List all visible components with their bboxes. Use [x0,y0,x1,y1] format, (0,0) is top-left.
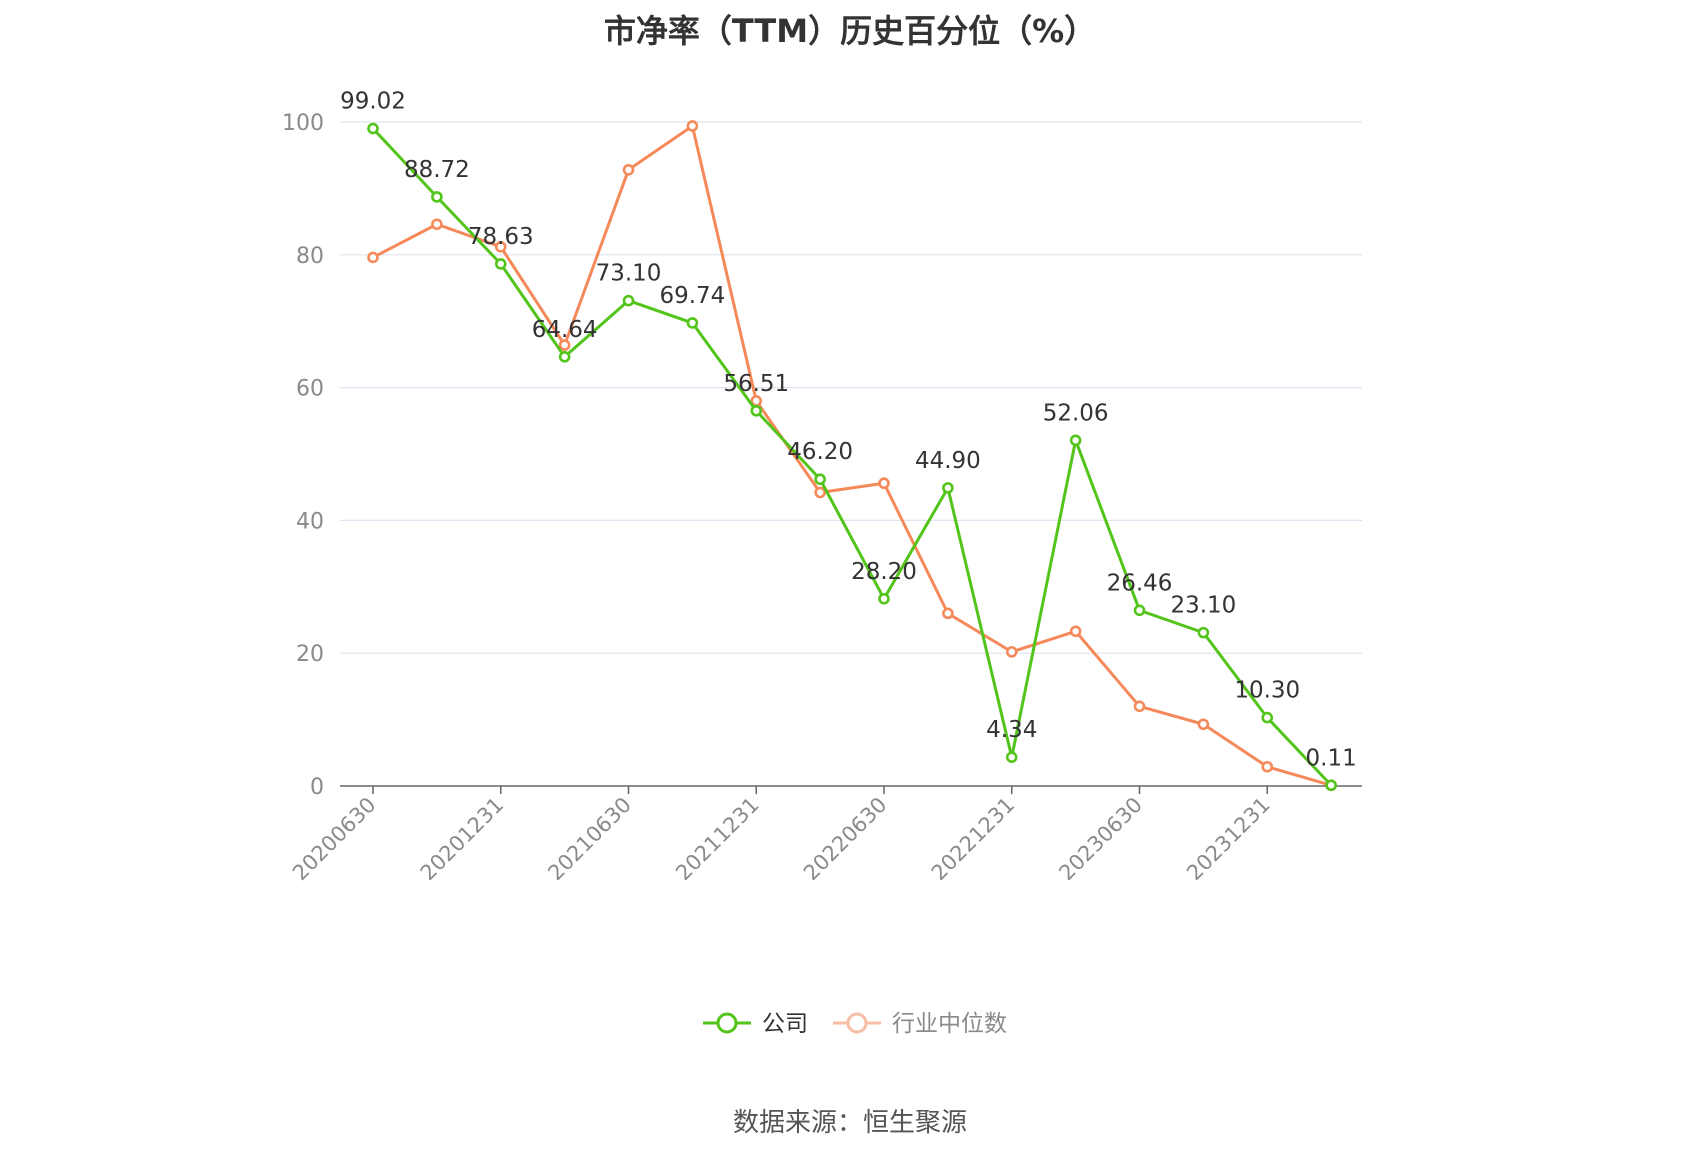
company-point [942,482,954,494]
data-label: 69.74 [659,283,725,309]
data-label: 28.20 [851,559,917,585]
company-point [1261,711,1274,724]
industry-median-line [372,124,1332,787]
industry-median-point [367,251,379,264]
x-tick-label: 20201231 [416,793,509,886]
industry-median-point [1069,625,1082,638]
data-label: 88.72 [404,157,470,183]
grid-layer [340,121,1362,654]
x-tick-label: 20211231 [671,793,764,886]
data-label: 44.90 [915,448,981,474]
x-tick-label: 20210630 [543,793,636,886]
company-line [371,127,1333,787]
company-point [1325,779,1337,792]
industry-median-point [1197,718,1210,731]
y-tick-label: 40 [296,509,324,534]
legend-company-label: 公司 [762,1011,808,1037]
data-label: 0.11 [1306,745,1357,771]
data-label: 56.51 [723,371,789,397]
y-tick-label: 100 [282,111,324,136]
industry-median-point [1005,646,1018,658]
x-tick-label: 20230630 [1054,793,1147,886]
company-point [558,350,571,363]
company-point [1069,434,1082,447]
data-label: 4.34 [986,717,1037,743]
company-point [1197,626,1210,639]
company-point [750,404,763,417]
data-label: 26.46 [1107,570,1173,596]
source-note: 数据来源：恒生聚源 [732,1108,967,1138]
y-tick-label: 60 [296,377,324,402]
industry-median-point [942,607,954,620]
industry-median-point [558,339,571,351]
company-point [367,122,379,135]
x-tick-label: 20200630 [288,793,381,886]
industry-median-point [1133,700,1146,713]
company-point [878,592,890,605]
industry-median-point [814,486,826,499]
data-label: 99.02 [340,89,406,115]
x-tick-label: 20221231 [927,793,1020,886]
chart-title: 市净率（TTM）历史百分位（%） [603,12,1097,50]
legend-industry-marker [846,1012,868,1034]
legend-industry-label: 行业中位数 [892,1011,1007,1037]
company-point [814,473,826,486]
data-label: 23.10 [1170,593,1236,619]
y-tick-label: 0 [310,775,324,800]
company-point [1005,751,1018,763]
company-point [622,294,635,307]
y-tick-label: 80 [296,244,324,269]
company-point [686,317,699,329]
data-label: 46.20 [787,439,853,465]
industry-median-point [686,120,699,132]
industry-median-point [431,218,443,231]
data-label: 73.10 [596,261,662,287]
data-label: 64.64 [532,317,598,343]
data-label: 78.63 [468,224,534,250]
data-label: 52.06 [1043,400,1109,426]
industry-median-point [1261,760,1274,773]
company-point [494,258,507,270]
legend: 公司 行业中位数 [703,1011,1007,1037]
industry-median-point [878,477,890,490]
y-tick-label: 20 [296,642,324,667]
series-layer [367,120,1337,792]
data-label: 10.30 [1234,678,1300,704]
x-tick-label: 20231231 [1182,793,1275,886]
industry-median-point [622,164,635,176]
industry-median-point [494,241,507,253]
legend-company-marker [716,1012,738,1034]
company-point [431,191,443,203]
company-point [1133,604,1146,617]
x-tick-label: 20220630 [799,793,892,886]
